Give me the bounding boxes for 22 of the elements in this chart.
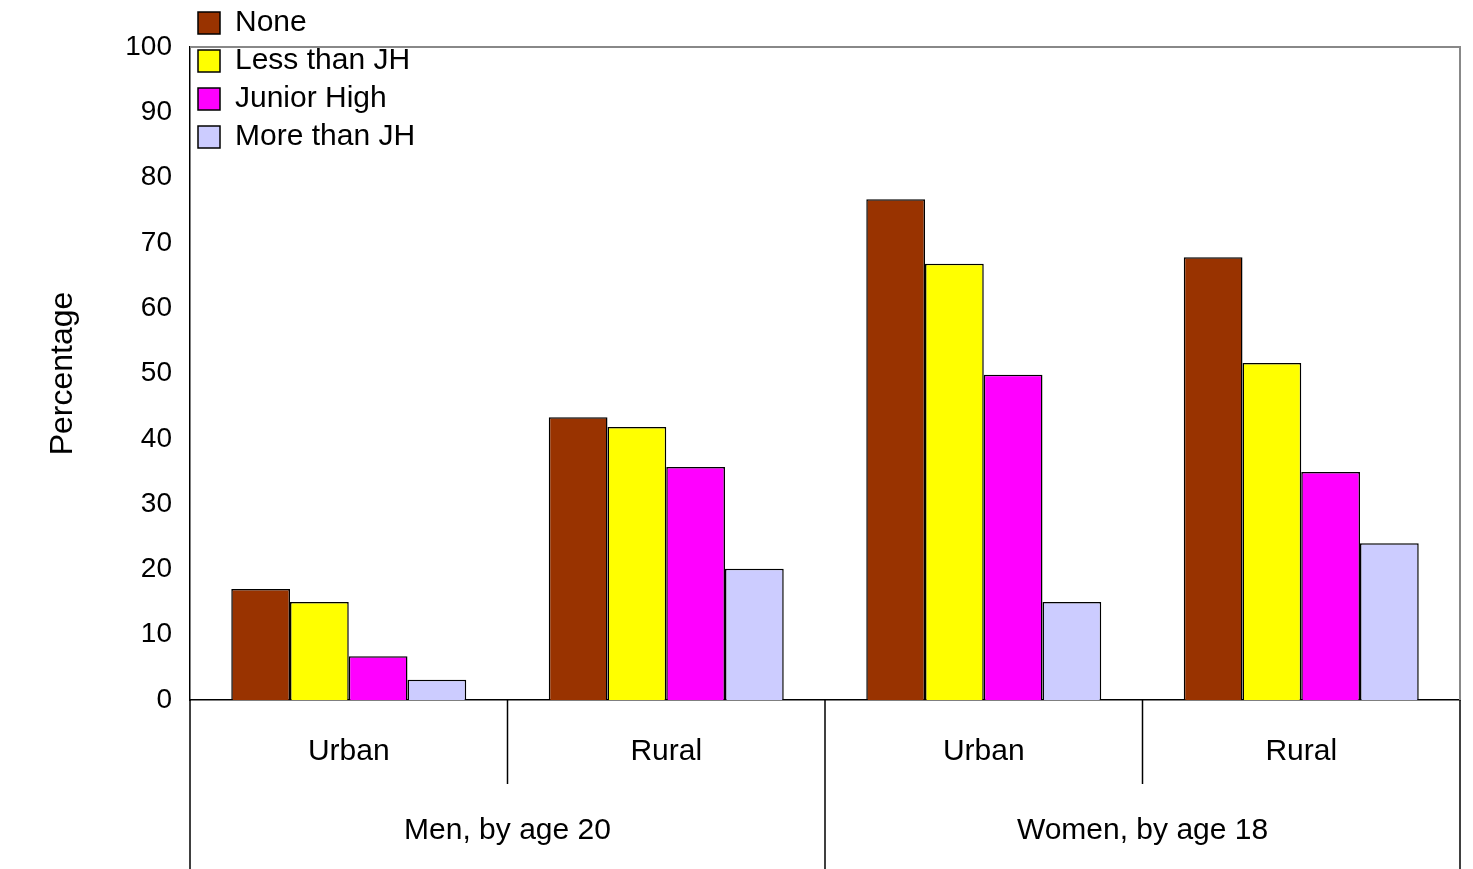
text: Men, by age 20 bbox=[404, 812, 611, 846]
text: Women, by age 18 bbox=[1016, 812, 1269, 846]
y-tick-label: 30 bbox=[140, 486, 172, 518]
y-tick-label: 10 bbox=[140, 617, 172, 649]
x-tick-label: Rural bbox=[1265, 733, 1338, 767]
y-tick-label: 70 bbox=[140, 225, 172, 257]
y-tick-label: 80 bbox=[140, 160, 172, 192]
x-tick-label: Urban bbox=[942, 733, 1025, 767]
y-tick-label: 100 bbox=[125, 29, 172, 61]
y-axis-title: Percentage bbox=[43, 291, 80, 456]
y-tick-label: 50 bbox=[140, 356, 172, 388]
legend-label: Less than JH bbox=[235, 42, 411, 76]
y-tick-label: 0 bbox=[156, 682, 172, 714]
x-tick-label: Urban bbox=[307, 733, 390, 767]
y-tick-label: 60 bbox=[140, 290, 172, 322]
legend-label: More than JH bbox=[235, 118, 416, 152]
y-tick-label: 20 bbox=[140, 552, 172, 584]
legend-label: Junior High bbox=[235, 80, 387, 114]
x-tick-label: Rural bbox=[630, 733, 703, 767]
legend-label: None bbox=[235, 4, 307, 38]
y-tick-label: 40 bbox=[140, 421, 172, 453]
y-tick-label: 90 bbox=[140, 95, 172, 127]
